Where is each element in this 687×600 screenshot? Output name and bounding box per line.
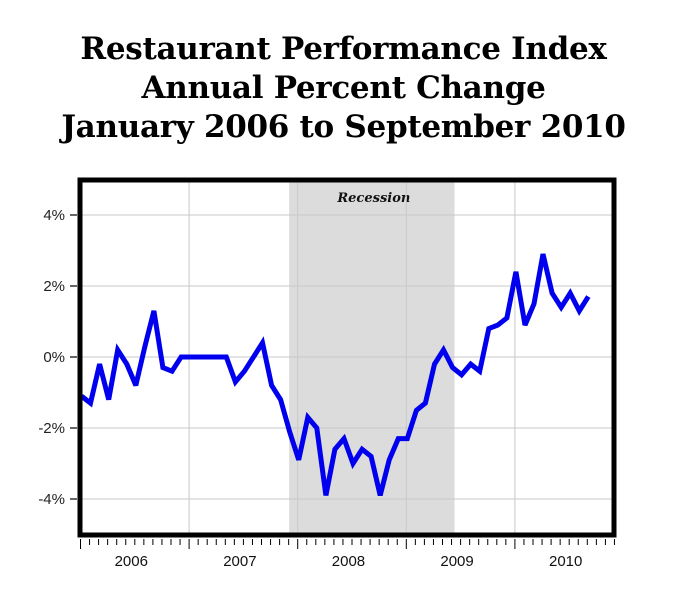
plot-frame [77, 177, 617, 538]
y-tick-label: 2% [43, 278, 65, 295]
y-tick-label: -4% [38, 491, 65, 508]
gridlines [80, 180, 614, 535]
chart-title: Restaurant Performance Index Annual Perc… [0, 30, 687, 147]
x-axis: 2006 2007 2008 2009 2010 [80, 539, 615, 570]
title-line-3: January 2006 to September 2010 [61, 109, 626, 145]
series-line [79, 253, 591, 497]
x-tick-label: 2010 [549, 553, 582, 570]
y-tick-label: 4% [43, 207, 65, 224]
y-axis: 4% 2% 0% -2% -4% [38, 207, 77, 508]
data-series [79, 253, 591, 497]
x-tick-label: 2009 [440, 553, 473, 570]
y-tick-label: 0% [43, 349, 65, 366]
x-tick-label: 2006 [115, 553, 148, 570]
title-line-1: Restaurant Performance Index [80, 31, 607, 67]
recession-label: Recession [336, 191, 410, 206]
x-tick-label: 2008 [332, 553, 365, 570]
y-tick-label: -2% [38, 420, 65, 437]
title-line-2: Annual Percent Change [141, 70, 546, 106]
x-tick-label: 2007 [223, 553, 256, 570]
